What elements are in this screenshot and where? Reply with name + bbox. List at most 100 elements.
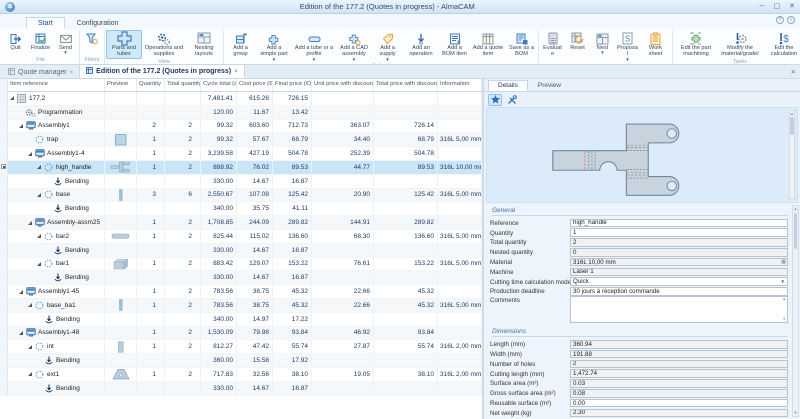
column-header-cost-price[interactable]: Cost price (€)	[237, 79, 273, 91]
parts-and-tubes-button[interactable]: Parts and tubes	[106, 30, 142, 59]
table-row-trap[interactable]: trap1299.3257.6768.7934.4068.79316L 5,00…	[0, 133, 482, 147]
table-row-int[interactable]: int12812.2747.4255.7427.8755.74316L 2,00…	[0, 340, 482, 354]
column-header-information[interactable]: Information	[438, 79, 482, 91]
quantity-field[interactable]: 1	[570, 228, 788, 237]
add-a-quote-item-button[interactable]: Add a quote item	[470, 30, 506, 59]
add-a-supply-button[interactable]: Add a supply▼	[372, 30, 403, 63]
dropdown-arrow-icon[interactable]: ▼	[781, 279, 785, 284]
scroll-down-icon[interactable]: ▼	[793, 410, 798, 416]
table-row-bending[interactable]: Bending360.0015.5817.92	[0, 354, 482, 368]
table-row-assembly1-48[interactable]: Assembly1-48121,530.0979.9893.8446.9293.…	[0, 327, 482, 341]
finalize-button[interactable]: Finalize	[28, 30, 53, 52]
scroll-thumb[interactable]	[790, 117, 794, 135]
expander-icon[interactable]	[28, 152, 32, 156]
tabstrip-close-icon[interactable]: ✕	[791, 68, 796, 76]
scroll-down-icon[interactable]: ▼	[782, 318, 786, 322]
reset-button[interactable]: Reset	[565, 30, 590, 52]
edit-the-part-machining-button[interactable]: Edit the part machining	[674, 30, 718, 59]
table-row-programmation[interactable]: Programmation120.0011.6713.42	[0, 106, 482, 120]
close-tab-icon[interactable]: ×	[70, 70, 74, 76]
column-header-total-price-with-discount[interactable]: Total price with discount (€)	[374, 79, 438, 91]
tools-icon[interactable]	[505, 94, 519, 106]
expander-icon[interactable]	[37, 165, 41, 169]
expander-icon[interactable]	[19, 124, 23, 128]
preview-scrollbar[interactable]: ▲	[789, 110, 795, 200]
tab-preview[interactable]: Preview	[528, 80, 571, 91]
send-button[interactable]: Send▼	[53, 30, 78, 57]
tab-quote-manager[interactable]: Quote manager ×	[2, 66, 79, 78]
expander-icon[interactable]	[28, 372, 32, 376]
help-icon[interactable]: ?	[776, 16, 784, 24]
column-header-quantity[interactable]: Quantity	[137, 79, 165, 91]
tab-start[interactable]: Start	[26, 17, 65, 29]
table-row-bar1[interactable]: bar112883.42129.07153.2276.61153.22316L …	[0, 258, 482, 272]
expander-icon[interactable]	[28, 221, 32, 225]
table-row-bending[interactable]: Bending330.0014.6716.87	[0, 271, 482, 285]
column-header-final-price[interactable]: Final price (€)	[273, 79, 312, 91]
edit-the-calculation-modes-button[interactable]: $Edit the calculation modes	[762, 30, 800, 59]
table-row-base-ba1[interactable]: base_ba112783.5638.7545.3222.6645.32316L…	[0, 299, 482, 313]
column-header-total-quantity[interactable]: Total quantity	[165, 79, 201, 91]
expander-icon[interactable]	[19, 331, 23, 335]
evaluate-button[interactable]: Evaluate	[540, 30, 565, 59]
table-row-bending[interactable]: Bending330.0014.6716.87	[0, 244, 482, 258]
scroll-thumb[interactable]	[794, 213, 797, 249]
maximize-icon[interactable]: ▢	[774, 3, 781, 10]
quit-button[interactable]: Quit	[3, 30, 28, 52]
tab-details[interactable]: Details	[488, 80, 528, 91]
add-a-group-button[interactable]: Add a group	[225, 30, 256, 59]
expander-icon[interactable]	[37, 262, 41, 266]
details-scrollbar[interactable]: ▲▼	[792, 205, 799, 417]
table-row-bending[interactable]: Bending330.0014.6716.87	[0, 175, 482, 189]
close-tab-icon[interactable]: ×	[234, 69, 238, 75]
scroll-up-icon[interactable]: ▲	[782, 298, 786, 302]
reusable-surface-m-field[interactable]: 0.00	[570, 399, 788, 408]
nesting-layouts-button[interactable]: Nesting layouts	[186, 30, 222, 59]
table-row-assembly1[interactable]: Assembly12299.32603.60712.73363.07726.14	[0, 120, 482, 134]
operations-and-supplies-button[interactable]: Operations and supplies	[142, 30, 186, 59]
table-row-ext1[interactable]: ext112717.8332.5638.1019.0538.10316L 2,0…	[0, 368, 482, 382]
comments-textarea[interactable]: ▲▼	[570, 296, 788, 323]
add-a-bom-item-button[interactable]: Add a BOM item	[439, 30, 470, 59]
table-row-assembly-assm25[interactable]: Assembly-assm25121,708.85244.09289.82144…	[0, 216, 482, 230]
star-icon[interactable]	[488, 94, 502, 106]
expander-icon[interactable]	[37, 193, 41, 197]
proposal-button[interactable]: SProposal▼	[615, 30, 640, 63]
column-header-cycle-total-s[interactable]: Cycle total (s)	[201, 79, 237, 91]
add-a-cad-assembly-button[interactable]: Add a CAD assembly▼	[336, 30, 372, 63]
add-a-simple-part-button[interactable]: Add a simple part▼	[256, 30, 292, 63]
save-as-a-bom-button[interactable]: Save as a BOM	[506, 30, 537, 59]
expander-icon[interactable]	[28, 345, 32, 349]
scroll-up-icon[interactable]: ▲	[793, 206, 798, 212]
cutting-time-calculation-mode-select[interactable]: Quick▼	[570, 277, 788, 286]
work-sheet-button[interactable]: Work sheet	[640, 30, 671, 59]
modify-the-material-grade-machine-button[interactable]: Modify the material/grade/machine	[718, 30, 762, 59]
production-deadline-field[interactable]: 30 jours à réception commande	[570, 287, 788, 296]
browse-icon[interactable]: ▦	[781, 259, 785, 265]
table-row-177-2[interactable]: 177.27,481.41615.26726.15	[0, 92, 482, 106]
filters-icon[interactable]	[81, 30, 103, 46]
table-row-bending[interactable]: Bending330.0014.6716.87	[0, 382, 482, 396]
tab-edition-177-2[interactable]: Edition of the 177.2 (Quotes in progress…	[79, 64, 244, 78]
info-icon[interactable]: i	[787, 16, 795, 24]
expander-icon[interactable]	[19, 290, 23, 294]
table-row-high-handle[interactable]: high_handle12888.9276.0289.5344.7789.533…	[0, 161, 482, 175]
reference-field[interactable]: high_handle	[570, 219, 788, 228]
nest-button[interactable]: Nest▼	[590, 30, 615, 57]
add-an-operation-button[interactable]: Add an operation	[403, 30, 439, 59]
close-icon[interactable]: ✕	[789, 3, 795, 10]
expander-icon[interactable]	[10, 96, 14, 100]
table-row-assembly1-45[interactable]: Assembly1-4512783.5638.7545.3222.6645.32	[0, 285, 482, 299]
minimize-icon[interactable]: ─	[760, 3, 765, 10]
column-header-item-reference[interactable]: Item reference	[8, 79, 105, 91]
column-header-preview[interactable]: Preview	[105, 79, 137, 91]
table-row-base[interactable]: base362,550.67107.08125.4220.90125.42316…	[0, 189, 482, 203]
expander-icon[interactable]	[28, 303, 32, 307]
expander-icon[interactable]	[37, 234, 41, 238]
table-row-assembly1-4[interactable]: Assembly1-4123,239.58427.19504.78252.395…	[0, 147, 482, 161]
table-row-bending[interactable]: Bending340.0014.9717.22	[0, 313, 482, 327]
tab-configuration[interactable]: Configuration	[65, 17, 131, 29]
table-row-bending[interactable]: Bending340.0035.7541.11	[0, 202, 482, 216]
table-row-bar2[interactable]: bar212825.44115.02136.6068.30136.60316L …	[0, 230, 482, 244]
scroll-up-icon[interactable]: ▲	[790, 111, 794, 116]
